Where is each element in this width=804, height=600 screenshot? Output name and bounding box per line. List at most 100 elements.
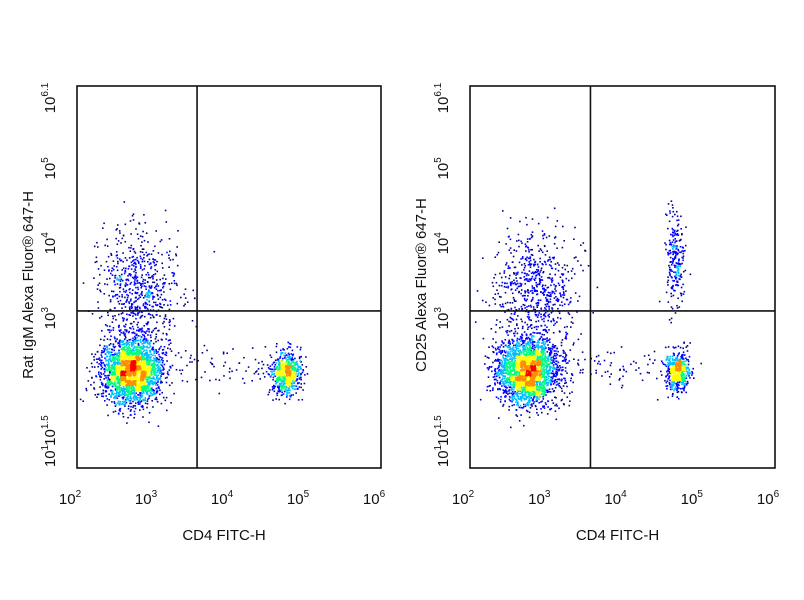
event-dot (527, 336, 530, 339)
event-dot (136, 280, 138, 282)
event-dot (557, 383, 559, 385)
event-dot (123, 333, 126, 336)
event-dot (110, 381, 113, 383)
event-dot (667, 252, 670, 254)
event-dot (562, 352, 565, 354)
event-dot (144, 295, 146, 297)
event-dot (141, 274, 143, 276)
event-dot (169, 304, 172, 306)
event-dot (167, 347, 169, 350)
event-dot (277, 379, 280, 381)
event-dot (135, 380, 137, 382)
event-dot (158, 378, 160, 380)
event-dot (277, 386, 279, 388)
event-dot (138, 371, 141, 373)
event-dot (496, 360, 498, 362)
event-dot (137, 372, 140, 375)
event-dot (536, 408, 538, 411)
event-dot (135, 387, 137, 389)
event-dot (158, 348, 160, 351)
event-dot (100, 393, 103, 395)
event-dot (542, 287, 544, 290)
event-dot (521, 334, 524, 337)
event-dot (109, 299, 112, 301)
event-dot (137, 403, 140, 405)
event-dot (671, 395, 674, 397)
event-dot (135, 397, 137, 400)
event-dot (153, 374, 156, 376)
event-dot (294, 388, 297, 390)
event-dot (132, 347, 135, 350)
event-dot (148, 296, 151, 299)
event-dot (133, 380, 136, 383)
event-dot (111, 392, 114, 394)
event-dot (116, 353, 118, 355)
event-dot (118, 278, 120, 281)
event-dot (298, 356, 301, 358)
event-dot (122, 388, 124, 390)
event-dot (121, 341, 124, 343)
event-dot (251, 380, 253, 382)
event-dot (270, 375, 272, 377)
event-dot (667, 346, 670, 348)
event-dot (564, 360, 567, 363)
event-dot (144, 303, 147, 305)
event-dot (573, 273, 576, 275)
event-dot (518, 308, 520, 310)
event-dot (142, 355, 145, 357)
event-dot (143, 364, 146, 367)
event-dot (501, 349, 503, 352)
event-dot (528, 270, 531, 272)
event-dot (115, 294, 117, 296)
event-dot (511, 318, 514, 320)
event-dot (528, 317, 530, 320)
event-dot (157, 368, 159, 371)
event-dot (138, 262, 140, 264)
event-dot (153, 286, 156, 289)
event-dot (145, 376, 148, 378)
event-dot (577, 364, 580, 366)
event-dot (503, 391, 505, 394)
event-dot (488, 385, 490, 387)
event-dot (143, 383, 145, 385)
event-dot (156, 356, 158, 359)
event-dot (144, 346, 146, 348)
event-dot (163, 274, 166, 276)
event-dot (548, 308, 550, 310)
event-dot (161, 299, 164, 301)
event-dot (126, 359, 128, 361)
event-dot (156, 375, 159, 377)
event-dot (286, 365, 288, 367)
event-dot (128, 388, 130, 391)
event-dot (116, 392, 118, 394)
event-dot (116, 364, 119, 366)
event-dot (175, 368, 178, 371)
event-dot (523, 424, 525, 427)
event-dot (508, 325, 510, 327)
event-dot (129, 393, 131, 395)
event-dot (102, 362, 105, 364)
event-dot (557, 269, 560, 272)
event-dot (126, 346, 128, 349)
event-dot (147, 370, 150, 373)
event-dot (141, 235, 144, 238)
event-dot (126, 339, 129, 342)
event-dot (499, 321, 501, 323)
event-dot (524, 405, 527, 408)
event-dot (140, 376, 143, 378)
event-dot (150, 353, 152, 356)
event-dot (161, 361, 164, 364)
event-dot (107, 374, 109, 377)
event-dot (123, 367, 126, 370)
event-dot (548, 390, 550, 393)
event-dot (524, 278, 527, 280)
event-dot (139, 394, 142, 396)
event-dot (121, 362, 124, 365)
event-dot (293, 373, 296, 375)
event-dot (573, 342, 575, 344)
event-dot (279, 379, 282, 381)
event-dot (119, 339, 121, 342)
event-dot (564, 268, 567, 271)
event-dot (681, 354, 683, 356)
event-dot (300, 372, 302, 375)
